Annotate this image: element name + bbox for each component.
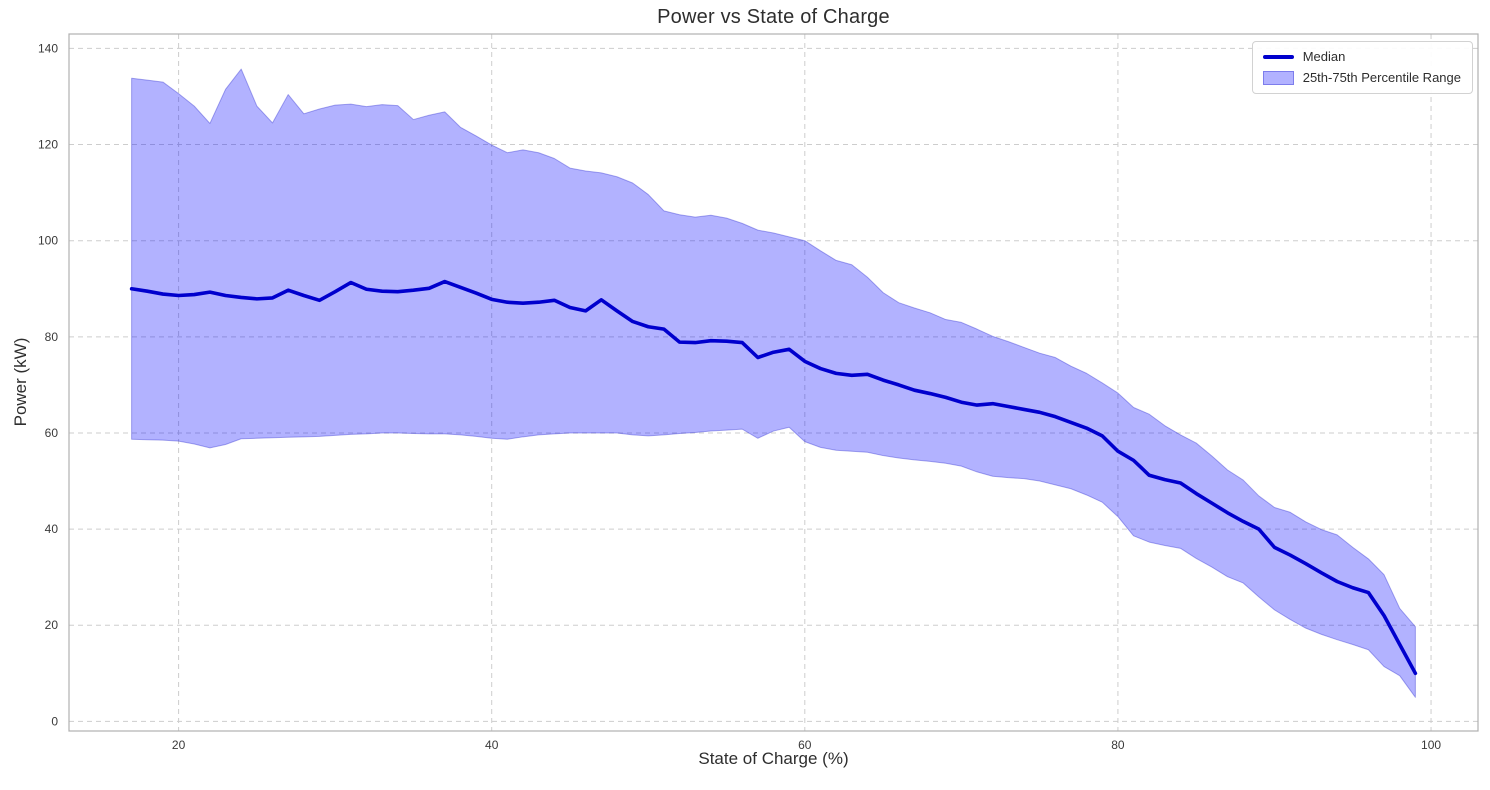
x-tick-label: 80 (1111, 738, 1125, 752)
y-tick-label: 120 (38, 138, 58, 152)
legend-patch-swatch (1262, 70, 1294, 85)
x-tick-label: 20 (172, 738, 186, 752)
legend-entry-label: Median (1302, 49, 1346, 64)
y-tick-label: 80 (45, 330, 59, 344)
y-tick-label: 0 (51, 714, 58, 728)
legend-line-swatch (1262, 54, 1294, 59)
y-axis-label: Power (kW) (11, 337, 30, 427)
x-tick-label: 60 (798, 738, 812, 752)
grid-layer (69, 34, 1478, 731)
legend-entry-label: 25th-75th Percentile Range (1302, 70, 1461, 85)
y-tick-label: 40 (45, 522, 59, 536)
x-axis-label: State of Charge (%) (698, 749, 849, 768)
x-tick-label: 40 (485, 738, 499, 752)
legend-entry: Median (1262, 49, 1461, 64)
x-tick-label: 100 (1421, 738, 1441, 752)
y-tick-label: 60 (45, 426, 59, 440)
legend: Median 25th-75th Percentile Range (1251, 41, 1473, 94)
median-line (129, 279, 1418, 676)
chart-title: Power vs State of Charge (657, 6, 890, 28)
y-tick-label: 140 (38, 41, 58, 55)
y-tick-label: 20 (45, 618, 59, 632)
y-tick-label: 100 (38, 234, 58, 248)
plot-border (68, 33, 1479, 732)
percentile-band (131, 68, 1416, 698)
tick-labels: 20 40 60 80 100 0 20 40 60 80 100 120 140 (38, 41, 1441, 752)
legend-entry: 25th-75th Percentile Range (1262, 70, 1461, 85)
